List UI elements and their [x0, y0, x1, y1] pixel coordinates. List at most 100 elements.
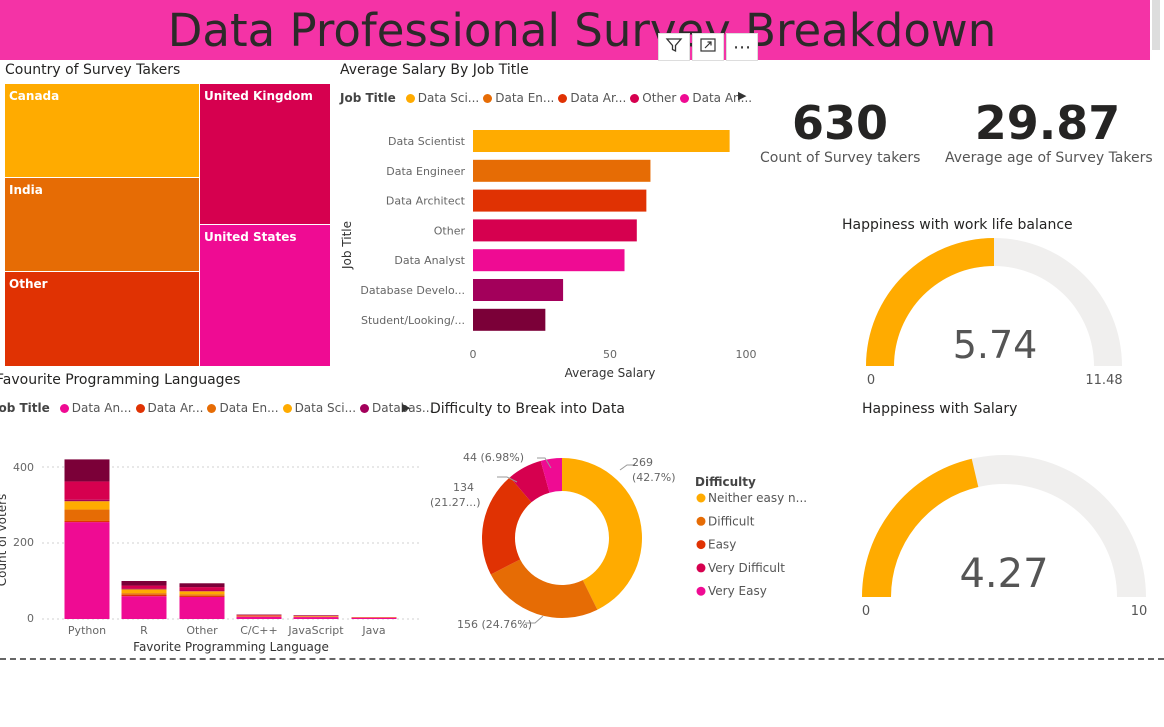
legend-dot — [630, 94, 640, 103]
legend-next-arrow-icon[interactable]: ▶ — [738, 89, 747, 102]
salary-x-tick: 50 — [603, 348, 617, 361]
treemap-cell-united-states[interactable]: United States — [199, 224, 331, 367]
treemap-cell-canada[interactable]: Canada — [4, 83, 200, 178]
donut-chart-title: Difficulty to Break into Data — [430, 401, 625, 417]
salary-bar[interactable] — [473, 130, 730, 152]
lang-bar-segment[interactable] — [64, 501, 110, 510]
donut-slice[interactable] — [482, 477, 532, 575]
lang-category-label: JavaScript — [287, 624, 344, 637]
lang-bar-segment[interactable] — [179, 587, 225, 591]
salary-legend-item[interactable]: Data En... — [495, 91, 555, 105]
label-leader-line — [619, 464, 635, 471]
lang-bar-segment[interactable] — [179, 590, 225, 592]
vertical-scrollbar[interactable] — [1152, 0, 1160, 50]
salary-bar[interactable] — [473, 249, 625, 272]
lang-bar-segment[interactable] — [293, 617, 339, 619]
salary-bar[interactable] — [473, 189, 647, 212]
lang-bar-segment[interactable] — [236, 614, 282, 616]
legend-dot — [680, 94, 690, 103]
lang-bar-segment[interactable] — [64, 459, 110, 482]
salary-legend-item[interactable]: Data An... — [692, 91, 753, 105]
salary-bar[interactable] — [473, 159, 651, 182]
salary-legend-item[interactable]: Data Sci... — [417, 91, 480, 105]
donut-slice[interactable] — [540, 458, 562, 493]
more-options-icon: ⋯ — [733, 36, 751, 58]
lang-bar-segment[interactable] — [121, 589, 167, 594]
donut-legend-item[interactable]: Difficult — [708, 514, 755, 528]
donut-legend-title: Difficulty — [695, 475, 756, 489]
salary-legend-item[interactable]: Data Ar... — [570, 91, 627, 105]
donut-data-label: 269 — [632, 456, 653, 469]
lang-bar-segment[interactable] — [121, 594, 167, 597]
lang-category-label: Other — [186, 624, 218, 637]
lang-category-label: C/C++ — [240, 624, 278, 637]
donut-slice[interactable] — [490, 559, 598, 618]
title-bar — [0, 0, 1150, 60]
lang-bar-segment[interactable] — [179, 591, 225, 595]
lang-bar-segment[interactable] — [64, 481, 110, 500]
label-leader-line — [525, 615, 544, 624]
legend-dot — [360, 404, 370, 413]
lang-bar-segment[interactable] — [179, 595, 225, 597]
gauge-fill — [862, 458, 979, 597]
legend-dot — [696, 493, 706, 503]
lang-bar-segment[interactable] — [64, 520, 110, 523]
legend-dot — [483, 94, 493, 103]
lang-bar-segment[interactable] — [236, 616, 282, 619]
donut-slice[interactable] — [562, 458, 642, 610]
lang-y-tick: 400 — [13, 461, 34, 474]
donut-legend-item[interactable]: Very Easy — [708, 584, 767, 598]
gauge-fill — [866, 238, 994, 366]
lang-x-axis-title: Favorite Programming Language — [133, 640, 329, 654]
lang-bar-segment[interactable] — [179, 596, 225, 619]
gauge-value: 4.27 — [959, 551, 1048, 597]
donut-slice[interactable] — [509, 460, 550, 503]
lang-legend-item[interactable]: Data An... — [71, 401, 132, 415]
salary-happiness-gauge: 4.27 0 10 — [862, 455, 1147, 619]
legend-dot — [696, 586, 706, 596]
legend-dot — [282, 404, 292, 413]
salary-bar[interactable] — [473, 308, 546, 331]
lang-legend-item[interactable]: Data Sci... — [294, 401, 357, 415]
more-options-button[interactable]: ⋯ — [726, 33, 758, 61]
lang-bar-segment[interactable] — [64, 499, 110, 502]
lang-legend: Job Title Data An... Data Ar... Data En... D… — [0, 401, 433, 415]
lang-bar-segment[interactable] — [121, 593, 167, 595]
lang-legend-item[interactable]: Data Ar... — [147, 401, 204, 415]
lang-bar-segment[interactable] — [179, 583, 225, 588]
salary-bar[interactable] — [473, 219, 637, 242]
legend-next-arrow-icon[interactable]: ▶ — [402, 401, 411, 414]
salary-category-label: Other — [434, 224, 466, 237]
kpi-label: Count of Survey takers — [760, 150, 921, 166]
salary-chart-title: Average Salary By Job Title — [340, 62, 529, 78]
donut-legend-item[interactable]: Easy — [708, 538, 736, 552]
salary-bar-chart: Data Scientist Data Engineer Data Architec… — [340, 130, 757, 380]
lang-bar-segment[interactable] — [121, 581, 167, 586]
lang-bar-segment[interactable] — [121, 588, 167, 590]
donut-data-label: 44 (6.98%) — [463, 451, 524, 464]
lang-bar-segment[interactable] — [179, 594, 225, 596]
lang-legend-item[interactable]: Data En... — [219, 401, 279, 415]
lang-bar-segment[interactable] — [64, 509, 110, 521]
lang-y-tick: 200 — [13, 536, 34, 549]
donut-legend-item[interactable]: Neither easy n... — [708, 491, 807, 505]
kpi-value: 29.87 — [974, 96, 1121, 150]
lang-legend-item[interactable]: Databas... — [372, 401, 434, 415]
focus-mode-button[interactable] — [692, 33, 724, 61]
legend-dot — [135, 404, 145, 413]
lang-bar-segment[interactable] — [351, 617, 397, 619]
treemap-cell-united-kingdom[interactable]: United Kingdom — [199, 83, 331, 225]
filter-button[interactable] — [658, 33, 690, 61]
lang-bar-segment[interactable] — [64, 522, 110, 619]
salary-legend-item[interactable]: Other — [642, 91, 677, 105]
label-leader-line — [497, 476, 518, 483]
kpi-label: Average age of Survey Takers — [945, 150, 1153, 166]
salary-x-axis-title: Average Salary — [565, 366, 656, 380]
lang-bar-segment[interactable] — [121, 585, 167, 589]
treemap-cell-india[interactable]: India — [4, 177, 200, 272]
focus-mode-icon — [699, 36, 717, 58]
treemap-cell-other[interactable]: Other — [4, 271, 200, 367]
donut-legend-item[interactable]: Very Difficult — [708, 561, 785, 575]
lang-bar-segment[interactable] — [121, 596, 167, 619]
salary-bar[interactable] — [473, 279, 564, 301]
